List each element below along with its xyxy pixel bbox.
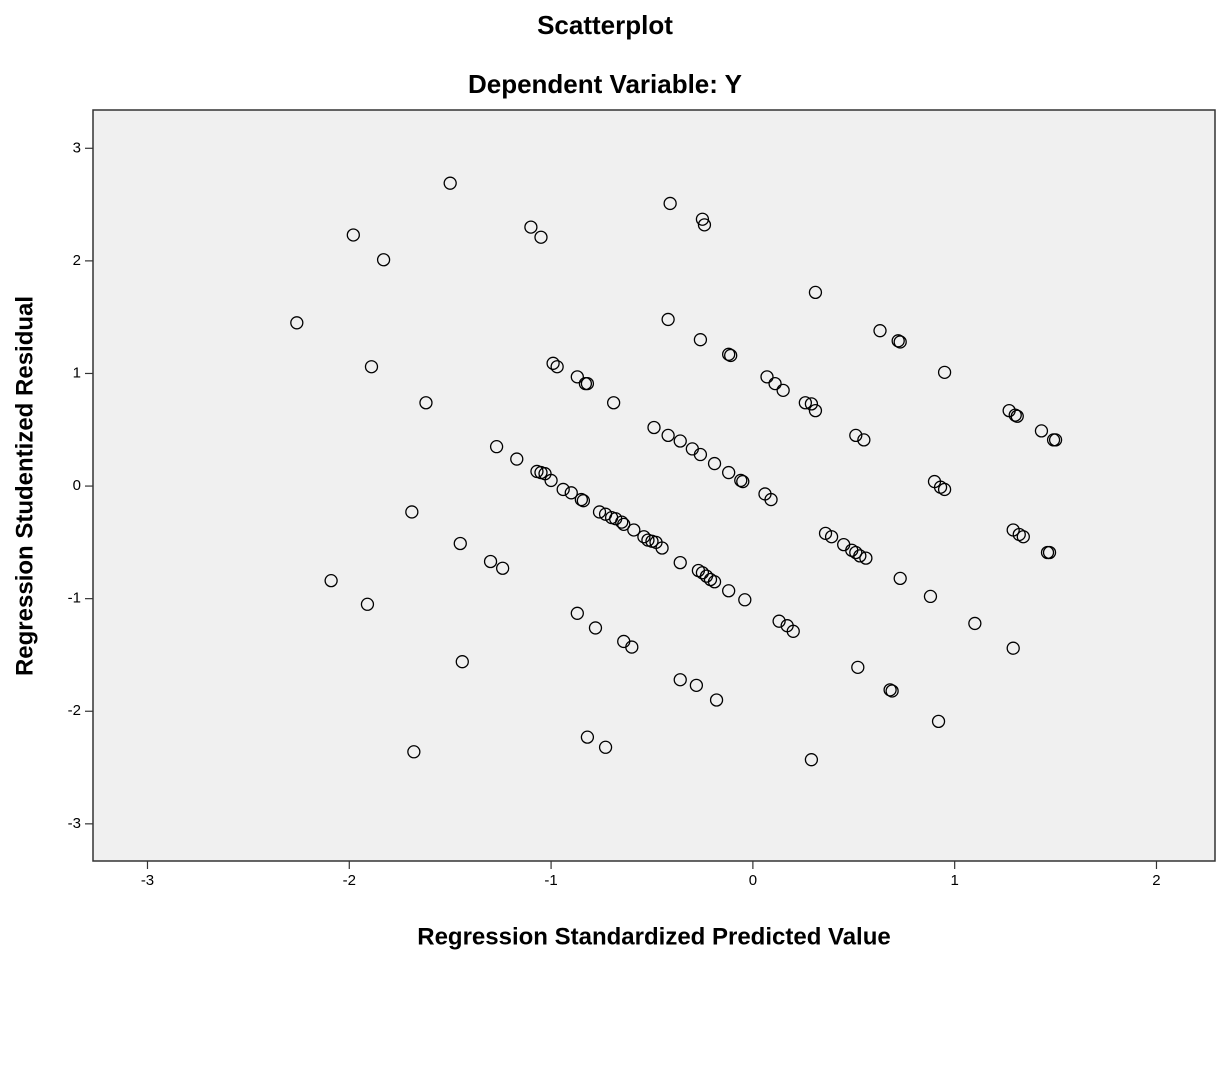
chart-title: Scatterplot [537,10,673,40]
y-tick-label: -3 [68,815,81,832]
y-tick-label: -2 [68,702,81,719]
y-axis-title: Regression Studentized Residual [11,296,38,676]
x-tick-label: -3 [141,872,154,889]
x-tick-label: 2 [1152,872,1160,889]
plot-area [93,110,1215,861]
x-tick-label: -1 [544,872,557,889]
y-tick-label: 0 [73,477,81,494]
y-tick-label: -1 [68,590,81,607]
x-tick-label: 0 [749,872,757,889]
y-tick-label: 3 [73,139,81,156]
y-tick-label: 2 [73,252,81,269]
y-tick-label: 1 [73,364,81,381]
chart: Scatterplot Dependent Variable: Y Regres… [0,0,1217,1088]
x-tick-label: -2 [343,872,356,889]
chart-subtitle: Dependent Variable: Y [468,69,742,99]
x-axis-title: Regression Standardized Predicted Value [417,923,890,950]
x-tick-label: 1 [951,872,959,889]
